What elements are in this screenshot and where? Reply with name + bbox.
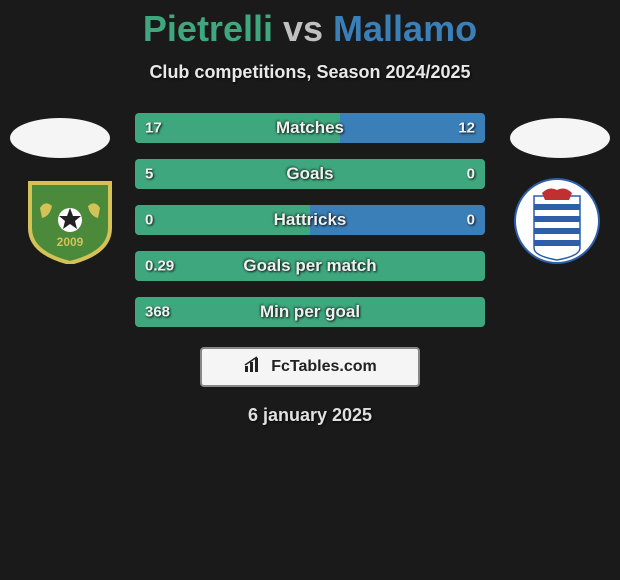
stat-value-left: 5 [145, 166, 153, 183]
stat-value-right: 0 [467, 166, 475, 183]
stat-row: Matches 17 12 [135, 113, 485, 143]
stat-label: Goals [286, 164, 333, 184]
stat-value-left: 368 [145, 304, 170, 321]
stat-row: Goals per match 0.29 [135, 251, 485, 281]
svg-text:B B: B B [548, 192, 565, 203]
player2-avatar [510, 118, 610, 158]
logo-text: FcTables.com [271, 358, 377, 376]
stat-row: Goals 5 0 [135, 159, 485, 189]
player1-avatar [10, 118, 110, 158]
stat-value-left: 0 [145, 212, 153, 229]
fctables-logo: FcTables.com [200, 347, 420, 387]
stat-value-right: 0 [467, 212, 475, 229]
comparison-bars: Matches 17 12 Goals 5 0 Hattricks 0 0 Goals per m… [135, 113, 485, 327]
player2-club-badge: B B [514, 178, 600, 264]
player1-club-badge: 2009 [20, 178, 120, 264]
stat-value-right: 12 [458, 120, 475, 137]
stat-label: Goals per match [243, 256, 376, 276]
player2-name: Mallamo [333, 8, 477, 49]
stat-value-left: 17 [145, 120, 162, 137]
stat-label: Matches [276, 118, 344, 138]
comparison-title: Pietrelli vs Mallamo [0, 8, 620, 50]
stat-value-left: 0.29 [145, 258, 174, 275]
stat-row: Min per goal 368 [135, 297, 485, 327]
vs-text: vs [283, 8, 323, 49]
player1-name: Pietrelli [143, 8, 273, 49]
chart-icon [243, 356, 265, 379]
subtitle: Club competitions, Season 2024/2025 [0, 62, 620, 83]
svg-text:2009: 2009 [57, 235, 84, 249]
stat-label: Hattricks [274, 210, 347, 230]
stat-row: Hattricks 0 0 [135, 205, 485, 235]
stat-label: Min per goal [260, 302, 360, 322]
date-text: 6 january 2025 [0, 405, 620, 426]
